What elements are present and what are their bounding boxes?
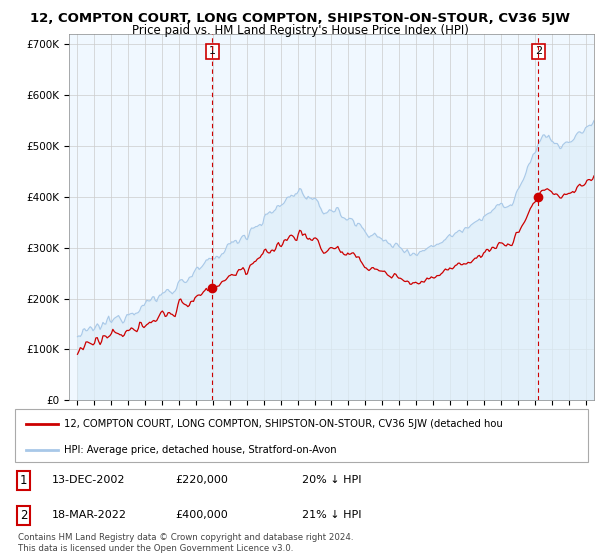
Text: 2: 2 <box>535 46 542 57</box>
Text: 13-DEC-2002: 13-DEC-2002 <box>52 475 126 486</box>
Text: Price paid vs. HM Land Registry's House Price Index (HPI): Price paid vs. HM Land Registry's House … <box>131 24 469 36</box>
Text: Contains HM Land Registry data © Crown copyright and database right 2024.
This d: Contains HM Land Registry data © Crown c… <box>18 533 353 553</box>
Text: 18-MAR-2022: 18-MAR-2022 <box>52 510 127 520</box>
Text: 21% ↓ HPI: 21% ↓ HPI <box>302 510 361 520</box>
Text: 12, COMPTON COURT, LONG COMPTON, SHIPSTON-ON-STOUR, CV36 5JW (detached hou: 12, COMPTON COURT, LONG COMPTON, SHIPSTO… <box>64 419 502 429</box>
Text: 1: 1 <box>209 46 216 57</box>
Text: HPI: Average price, detached house, Stratford-on-Avon: HPI: Average price, detached house, Stra… <box>64 445 337 455</box>
Text: 12, COMPTON COURT, LONG COMPTON, SHIPSTON-ON-STOUR, CV36 5JW: 12, COMPTON COURT, LONG COMPTON, SHIPSTO… <box>30 12 570 25</box>
Text: 20% ↓ HPI: 20% ↓ HPI <box>302 475 361 486</box>
Text: 1: 1 <box>20 474 28 487</box>
Text: £400,000: £400,000 <box>175 510 228 520</box>
Text: £220,000: £220,000 <box>175 475 229 486</box>
Text: 2: 2 <box>20 509 28 522</box>
